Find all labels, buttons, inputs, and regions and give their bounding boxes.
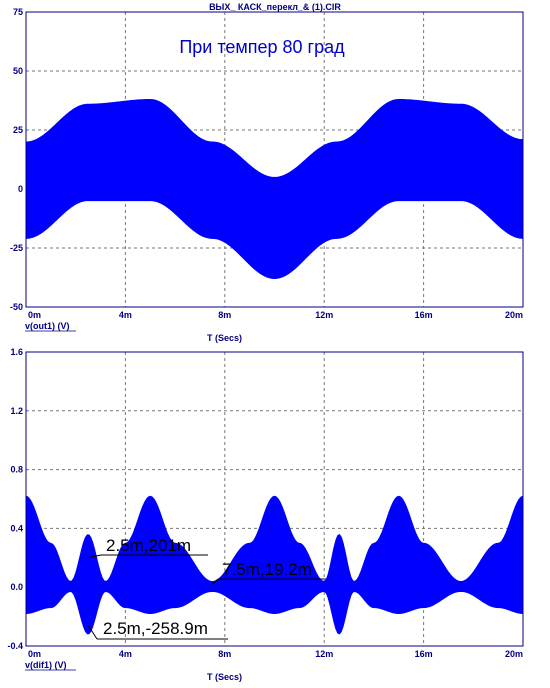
cursor-leader [212,578,219,585]
plot-bottom: 1.6 1.2 0.8 0.4 0.0 -0.4 0m 4m 8m 12m 16m 20m v(dif1… [7,347,524,682]
x-tick-label: 4m [119,310,132,320]
x-tick-label: 4m [119,649,132,659]
x-tick-label: 20m [505,649,523,659]
y-tick-label: 0.8 [10,465,23,475]
cursor-leader [88,554,102,559]
plot-frame [25,11,524,308]
cursor-leader [87,624,98,640]
x-tick-label: 8m [218,649,231,659]
y-tick-label: 75 [13,7,23,17]
y-tick-label: 1.6 [10,347,23,357]
x-tick-label: 8m [218,310,231,320]
trace-v-out1 [25,99,524,279]
y-tick-label: 1.2 [10,406,23,416]
x-tick-label: 12m [315,649,333,659]
cursor-readout: 2.5m,-258.9m [103,619,208,638]
trace-label: v(out1) (V) [25,321,70,331]
file-title: ВЫХ_ КАСК_перекл_& (1).CIR [209,2,341,12]
plot-top: 75 50 25 0 -25 -50 0m 4m 8m 12m 16m 20m v(out1) (V) T… [10,7,524,343]
y-tick-label: -50 [10,302,23,312]
plot-frame [25,351,524,647]
y-tick-label: -25 [10,243,23,253]
x-axis-title: T (Secs) [207,333,242,343]
x-tick-label: 20m [505,310,523,320]
temperature-annotation: При темпер 80 град [179,37,345,57]
x-tick-label: 12m [315,310,333,320]
y-tick-label: 0 [18,184,23,194]
x-tick-label: 16m [415,310,433,320]
x-tick-label: 0m [28,310,41,320]
y-tick-label: 0.0 [10,582,23,592]
y-tick-label: -0.4 [7,641,23,651]
cursor-readout: 2.5m,201m [106,536,191,555]
y-tick-label: 25 [13,125,23,135]
y-tick-label: 50 [13,66,23,76]
cursor-readout: 7.5m,19.2m [222,560,312,579]
trace-label: v(dif1) (V) [25,660,67,670]
y-tick-label: 0.4 [10,523,23,533]
x-tick-label: 0m [28,649,41,659]
x-tick-label: 16m [415,649,433,659]
x-axis-title: T (Secs) [207,672,242,682]
